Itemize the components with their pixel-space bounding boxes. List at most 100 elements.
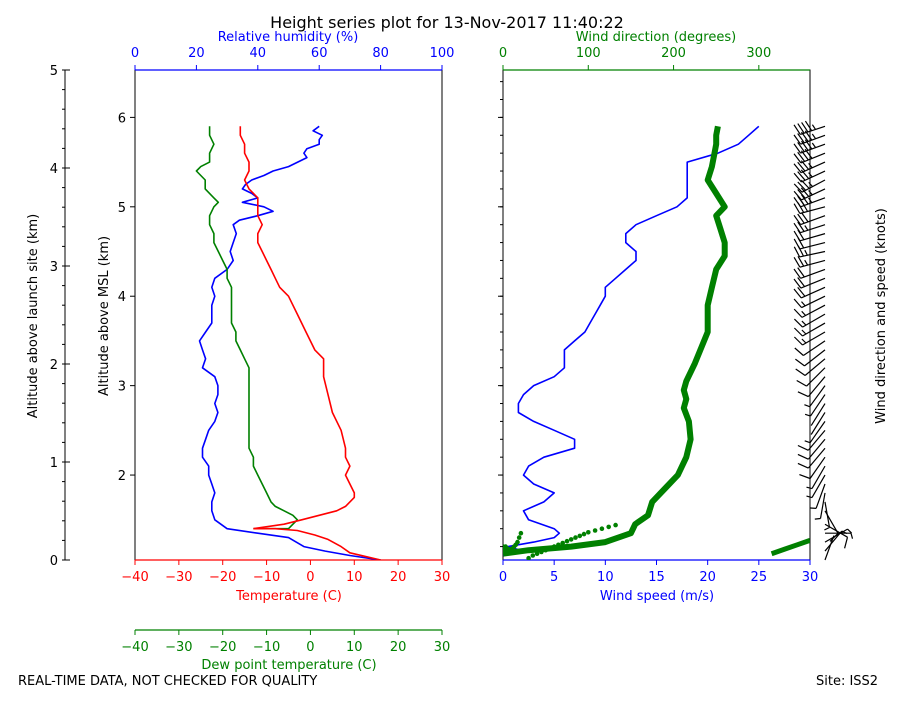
wind-barb-half-flag [807, 496, 813, 498]
wind-direction-point [543, 548, 548, 553]
temperature-tick-label: 10 [346, 570, 363, 585]
wind-barb-half-flag [807, 487, 813, 488]
dewpoint-tick-label: −10 [253, 640, 280, 655]
wind-barb-flag [796, 369, 805, 376]
wind-direction-line [503, 126, 725, 553]
wind-speed-tick-label: 25 [751, 570, 768, 585]
wind-barb-flag [795, 348, 804, 356]
wind-direction-point [560, 541, 565, 546]
wind-direction-point [593, 528, 598, 533]
wind-barb [799, 457, 825, 478]
humidity-tick-label: 40 [250, 46, 267, 61]
wind-barb-staff [811, 395, 826, 417]
wind-barb-half-flag [824, 528, 829, 530]
humidity-tick-label: 60 [311, 46, 328, 61]
dewpoint-tick-label: 30 [434, 640, 451, 655]
wind-barb-half-flag [805, 226, 808, 231]
wind-barb [805, 395, 825, 417]
humidity-tick-label: 100 [430, 46, 455, 61]
barb-axis-label: Wind direction and speed (knots) [874, 208, 889, 424]
temperature-tick-label: 0 [306, 570, 314, 585]
wind-barb-half-flag [848, 529, 852, 533]
wind-barb-half-flag [802, 302, 806, 306]
wind-direction-point [548, 546, 553, 551]
wind-barb-staff [808, 377, 825, 397]
temperature-tick-label: −30 [165, 570, 192, 585]
wind-direction-point [552, 544, 557, 549]
wind-barb-flag [794, 319, 802, 327]
wind-barb-flag [794, 299, 802, 308]
wind-direction-wrap [772, 540, 810, 553]
wind-direction-point-low [515, 540, 520, 545]
wind-direction-axis-label: Wind direction (degrees) [576, 30, 736, 45]
wind-barb [798, 377, 825, 397]
wind-direction-point-low [517, 535, 522, 540]
site-label: Site: ISS2 [816, 674, 878, 689]
wind-barb-half-flag [805, 260, 808, 265]
wind-direction-point [565, 539, 570, 544]
wind-barb-staff [801, 162, 825, 173]
temperature-tick-label: −20 [209, 570, 236, 585]
wind-direction-point [535, 551, 540, 556]
altitude-launch-axis-label: Altitude above launch site (km) [26, 214, 41, 418]
wind-direction-tick-label: 0 [499, 46, 507, 61]
msl-axis-tick-label: 5 [118, 201, 126, 216]
wind-barb-staff [805, 359, 825, 376]
wind-speed-tick-label: 30 [802, 570, 819, 585]
dewpoint-tick-label: 20 [390, 640, 407, 655]
dewpoint-tick-label: 0 [306, 640, 314, 655]
wind-direction-point [582, 532, 587, 537]
wind-direction-point [578, 534, 583, 539]
temperature-line [240, 126, 354, 528]
humidity-tick-label: 80 [372, 46, 389, 61]
wind-barb-flag [799, 475, 810, 479]
wind-direction-point [600, 526, 605, 531]
wind-barb-flag [845, 537, 848, 548]
wind-barb-half-flag [805, 441, 810, 443]
wind-direction-point [556, 543, 561, 548]
wind-barb-half-flag [802, 339, 806, 343]
wind-speed-line [503, 126, 759, 555]
wind-barb-flag [798, 463, 808, 468]
dewpoint-axis-label: Dew point temperature (C) [201, 658, 376, 673]
wind-barb-half-flag [812, 125, 815, 130]
wind-barb-flag [795, 359, 804, 366]
dewpoint-tick-label: −40 [121, 640, 148, 655]
humidity-tick-label: 0 [131, 46, 139, 61]
wind-barb-staff [810, 457, 825, 478]
wind-speed-tick-label: 0 [499, 570, 507, 585]
wind-direction-point [586, 530, 591, 535]
wind-barb-staff [811, 404, 825, 426]
wind-barb-half-flag [802, 330, 806, 334]
wind-barb-flag [794, 309, 802, 317]
wind-barb [811, 404, 825, 426]
msl-axis-tick-label: 4 [118, 290, 126, 305]
wind-direction-point [569, 537, 574, 542]
msl-axis-tick-label: 3 [118, 380, 126, 395]
wind-direction-point [531, 553, 536, 558]
wind-barb-half-flag [851, 533, 853, 539]
wind-speed-tick-label: 10 [597, 570, 614, 585]
dewpoint-line [196, 126, 297, 528]
quality-disclaimer: REAL-TIME DATA, NOT CHECKED FOR QUALITY [18, 674, 317, 689]
temperature-line-low [253, 529, 380, 560]
dewpoint-tick-label: 10 [346, 640, 363, 655]
wind-barb-half-flag [809, 182, 813, 186]
wind-direction-point [613, 523, 618, 528]
wind-barb-staff [800, 126, 825, 134]
wind-barb-flag [798, 392, 808, 397]
wind-barb-flag [798, 446, 808, 451]
wind-barb-staff [807, 368, 825, 386]
msl-axis-tick-label: 2 [118, 469, 126, 484]
wind-direction-point [573, 535, 578, 540]
wind-barb-half-flag [804, 405, 809, 407]
launch-axis-tick-label: 0 [50, 554, 58, 569]
temperature-tick-label: 20 [390, 570, 407, 585]
wind-speed-tick-label: 20 [699, 570, 716, 585]
wind-direction-point-low [519, 531, 524, 536]
wind-speed-axis-label: Wind speed (m/s) [600, 589, 714, 604]
wind-barb-staff [801, 269, 825, 278]
